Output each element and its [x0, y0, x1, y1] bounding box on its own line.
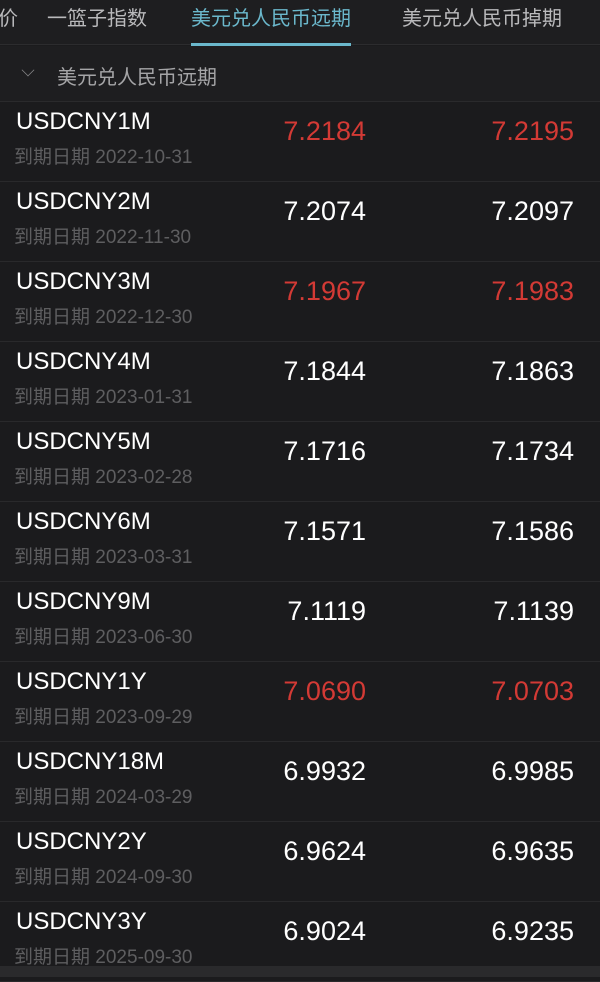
tab-usdcny-forward[interactable]: 美元兑人民币远期 — [191, 4, 351, 47]
expiry-date: 到期日期 2024-03-29 — [14, 782, 193, 809]
expiry-value: 2023-09-29 — [95, 707, 193, 728]
bid-price: 7.1967 — [283, 276, 366, 306]
expiry-label: 到期日期 — [14, 387, 91, 408]
table-row[interactable]: USDCNY1M 到期日期 2022-10-31 7.2184 7.2195 — [0, 102, 600, 182]
expiry-value: 2023-03-31 — [95, 547, 193, 568]
expiry-date: 到期日期 2024-09-30 — [14, 862, 193, 889]
expiry-label: 到期日期 — [14, 707, 91, 728]
table-row[interactable]: USDCNY3M 到期日期 2022-12-30 7.1967 7.1983 — [0, 262, 600, 342]
expiry-label: 到期日期 — [14, 147, 91, 168]
bid-price: 7.1119 — [287, 596, 366, 626]
expiry-label: 到期日期 — [14, 867, 91, 888]
ask-price: 6.9235 — [491, 916, 574, 946]
symbol: USDCNY3Y — [16, 908, 147, 935]
symbol: USDCNY3M — [16, 268, 151, 295]
ask-price: 7.1734 — [491, 436, 574, 466]
tab-usdcny-swap[interactable]: 美元兑人民币掉期 — [402, 8, 562, 30]
tab-basket-index[interactable]: 一篮子指数 — [47, 8, 147, 30]
expiry-label: 到期日期 — [14, 547, 91, 568]
tab-price[interactable]: 价 — [0, 8, 18, 30]
section-label: 美元兑人民币远期 — [57, 67, 217, 89]
bid-price: 7.1716 — [283, 436, 366, 466]
expiry-value: 2024-09-30 — [95, 867, 193, 888]
bid-price: 7.2184 — [283, 116, 366, 146]
expiry-label: 到期日期 — [14, 307, 91, 328]
section-header[interactable]: 美元兑人民币远期 — [0, 46, 600, 102]
ask-price: 6.9985 — [491, 756, 574, 786]
ask-price: 7.0703 — [491, 676, 574, 706]
expiry-value: 2022-10-31 — [95, 147, 193, 168]
expiry-date: 到期日期 2023-09-29 — [14, 702, 193, 729]
expiry-value: 2022-11-30 — [95, 227, 192, 248]
expiry-date: 到期日期 2023-02-28 — [14, 462, 193, 489]
ask-price: 7.1983 — [491, 276, 574, 306]
ask-price: 6.9635 — [491, 836, 574, 866]
expiry-date: 到期日期 2022-10-31 — [14, 142, 193, 169]
expiry-value: 2025-09-30 — [95, 947, 193, 968]
expiry-value: 2022-12-30 — [95, 307, 193, 328]
ask-price: 7.1863 — [491, 356, 574, 386]
table-row[interactable]: USDCNY2Y 到期日期 2024-09-30 6.9624 6.9635 — [0, 822, 600, 902]
ask-price: 7.1139 — [493, 596, 574, 626]
symbol: USDCNY4M — [16, 348, 151, 375]
table-row[interactable]: USDCNY4M 到期日期 2023-01-31 7.1844 7.1863 — [0, 342, 600, 422]
bid-price: 7.0690 — [283, 676, 366, 706]
expiry-label: 到期日期 — [14, 787, 91, 808]
symbol: USDCNY6M — [16, 508, 151, 535]
bid-price: 7.1844 — [283, 356, 366, 386]
expiry-date: 到期日期 2025-09-30 — [14, 942, 193, 969]
symbol: USDCNY2Y — [16, 828, 147, 855]
bottom-bar — [0, 966, 600, 977]
expiry-value: 2023-02-28 — [95, 467, 193, 488]
table-row[interactable]: USDCNY3Y 到期日期 2025-09-30 6.9024 6.9235 — [0, 902, 600, 982]
expiry-date: 到期日期 2022-11-30 — [14, 222, 191, 249]
table-row[interactable]: USDCNY5M 到期日期 2023-02-28 7.1716 7.1734 — [0, 422, 600, 502]
symbol: USDCNY18M — [16, 748, 165, 775]
bid-price: 6.9624 — [283, 836, 366, 866]
ask-price: 7.2097 — [491, 196, 574, 226]
expiry-label: 到期日期 — [14, 627, 91, 648]
expiry-date: 到期日期 2023-03-31 — [14, 542, 193, 569]
bid-price: 6.9024 — [283, 916, 366, 946]
symbol: USDCNY9M — [16, 588, 151, 615]
expiry-label: 到期日期 — [14, 227, 91, 248]
symbol: USDCNY1M — [16, 108, 151, 135]
expiry-value: 2024-03-29 — [95, 787, 193, 808]
table-row[interactable]: USDCNY18M 到期日期 2024-03-29 6.9932 6.9985 — [0, 742, 600, 822]
expiry-label: 到期日期 — [14, 467, 91, 488]
expiry-date: 到期日期 2023-06-30 — [14, 622, 193, 649]
bid-price: 6.9932 — [283, 756, 366, 786]
table-row[interactable]: USDCNY1Y 到期日期 2023-09-29 7.0690 7.0703 — [0, 662, 600, 742]
bid-price: 7.1571 — [283, 516, 366, 546]
tab-bar: 价 一篮子指数 美元兑人民币远期 美元兑人民币掉期 — [0, 0, 600, 47]
chevron-down-icon — [21, 63, 35, 77]
symbol: USDCNY5M — [16, 428, 151, 455]
symbol: USDCNY2M — [16, 188, 151, 215]
bid-price: 7.2074 — [283, 196, 366, 226]
ask-price: 7.1586 — [491, 516, 574, 546]
expiry-label: 到期日期 — [14, 947, 91, 968]
table-row[interactable]: USDCNY2M 到期日期 2022-11-30 7.2074 7.2097 — [0, 182, 600, 262]
expiry-value: 2023-01-31 — [95, 387, 193, 408]
expiry-date: 到期日期 2022-12-30 — [14, 302, 193, 329]
ask-price: 7.2195 — [491, 116, 574, 146]
expiry-value: 2023-06-30 — [95, 627, 193, 648]
symbol: USDCNY1Y — [16, 668, 147, 695]
table-row[interactable]: USDCNY9M 到期日期 2023-06-30 7.1119 7.1139 — [0, 582, 600, 662]
table-row[interactable]: USDCNY6M 到期日期 2023-03-31 7.1571 7.1586 — [0, 502, 600, 582]
expiry-date: 到期日期 2023-01-31 — [14, 382, 193, 409]
